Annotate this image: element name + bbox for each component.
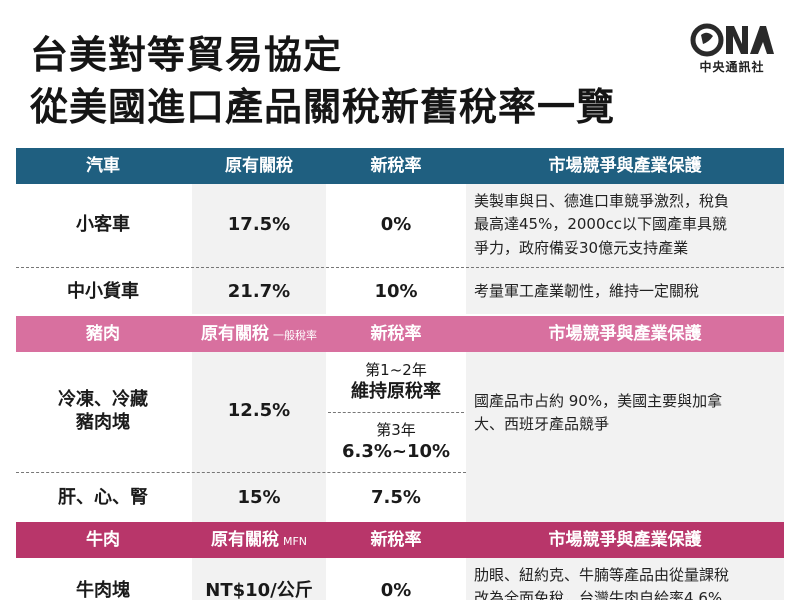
pork-desc-bg [466,352,784,522]
auto-row-2-product: 中小貨車 [67,281,139,303]
auto-row-1-desc: 美製車與日、德進口車競爭激烈，稅負 最高達45%，2000cc以下國產車具競 爭… [474,192,730,257]
beef-desc: 肋眼、紐約克、牛腩等產品由從量課稅 改為全面免稅，台灣牛肉自給率4.6% [474,566,730,600]
pork-new-years-1-2: 第1~2年 維持原稅率 [351,360,441,403]
pork-old-tariff-header: 原有關稅 一般稅率 [201,324,317,344]
beef-row-1-product: 牛肉塊 [76,580,130,600]
auto-header: 汽車 原有關稅 新稅率 市場競爭與產業保護 [16,148,784,184]
divider [16,472,466,473]
beef-row-1-new: 0% [380,580,412,600]
auto-row-2-desc: 考量軍工產業韌性，維持一定關稅 [474,282,700,300]
divider [16,267,784,268]
pork-old-bg [192,352,326,522]
title-line-1: 台美對等貿易協定 [30,33,343,77]
beef-new-rate-header: 新稅率 [370,530,422,550]
beef-old-bg [192,558,326,600]
auto-row-1-old: 17.5% [227,214,291,236]
beef-row-1-old: NT$10/公斤 [205,580,313,600]
pork-new-divider [328,412,464,413]
beef-old-tariff-header: 原有關稅 MFN [210,530,308,550]
auto-row-2-old: 21.7% [227,281,291,303]
title-line-2: 從美國進口產品關稅新舊稅率一覽 [30,85,616,129]
auto-row-1-new: 0% [380,214,412,236]
cna-logo-icon [690,23,774,57]
pork-row-2-new: 7.5% [371,487,421,509]
pork-header: 豬肉 原有關稅 一般稅率 新稅率 市場競爭與產業保護 [16,316,784,352]
pork-row-1-product: 冷凍、冷藏 豬肉塊 [58,388,148,433]
auto-row-1-product: 小客車 [76,214,130,236]
pork-desc: 國產品市占約 90%，美國主要與加拿 大、西班牙產品競爭 [474,392,723,434]
beef-category: 牛肉 [86,530,120,550]
old-tariff-header: 原有關稅 [225,156,293,176]
pork-row-1-old: 12.5% [227,400,291,422]
pork-new-year-3: 第3年 6.3%~10% [341,420,451,463]
auto-old-bg [192,184,326,314]
beef-desc-bg [466,558,784,600]
auto-category: 汽車 [86,156,120,176]
beef-header: 牛肉 原有關稅 MFN 新稅率 市場競爭與產業保護 [16,522,784,558]
market-header: 市場競爭與產業保護 [548,156,702,176]
pork-market-header: 市場競爭與產業保護 [548,324,702,344]
pork-row-2-product: 肝、心、腎 [58,487,148,509]
auto-desc-bg [466,184,784,314]
pork-category: 豬肉 [86,324,120,344]
auto-row-2-new: 10% [374,281,418,303]
pork-new-rate-header: 新稅率 [370,324,422,344]
new-rate-header: 新稅率 [370,156,422,176]
pork-row-2-old: 15% [237,487,281,509]
beef-market-header: 市場競爭與產業保護 [548,530,702,550]
logo-text: 中央通訊社 [699,60,765,74]
